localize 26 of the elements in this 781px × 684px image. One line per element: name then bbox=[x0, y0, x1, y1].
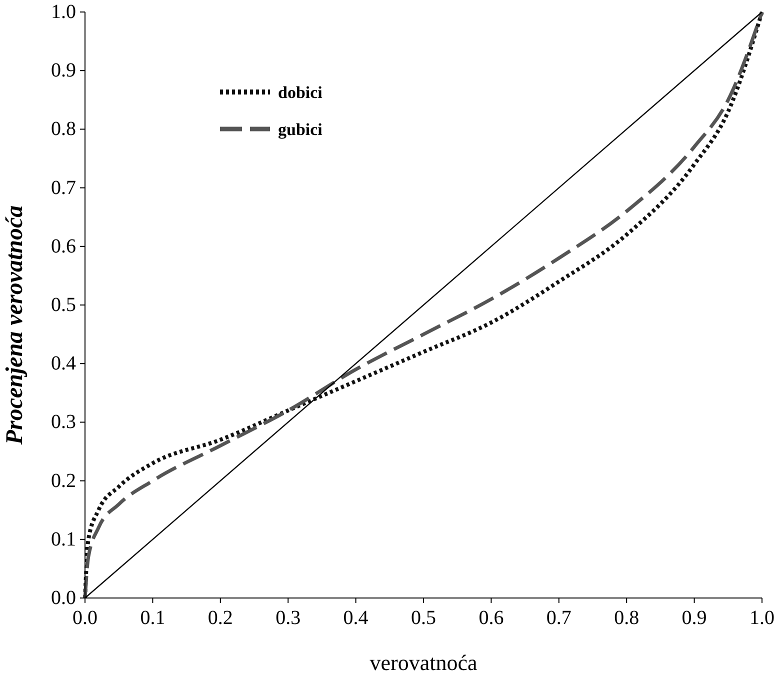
y-tick-label: 1.0 bbox=[51, 1, 76, 23]
y-tick-label: 0.1 bbox=[51, 528, 76, 550]
x-tick-label: 0.5 bbox=[411, 607, 436, 629]
x-tick-label: 0.4 bbox=[343, 607, 368, 629]
y-tick-label: 0.9 bbox=[51, 60, 76, 82]
x-axis-title: verovatnoća bbox=[370, 650, 478, 675]
x-tick-label: 1.0 bbox=[750, 607, 774, 629]
x-tick-label: 0.9 bbox=[682, 607, 707, 629]
y-tick-label: 0.3 bbox=[51, 411, 76, 434]
x-tick-label: 0.2 bbox=[208, 607, 233, 629]
y-tick-label: 0.5 bbox=[51, 294, 76, 316]
y-tick-label: 0.6 bbox=[51, 235, 76, 258]
x-tick-label: 0.6 bbox=[478, 607, 504, 629]
y-tick-label: 0.2 bbox=[51, 470, 76, 492]
x-tick-label: 0.3 bbox=[276, 607, 301, 629]
y-tick-label: 0.0 bbox=[51, 587, 76, 609]
x-tick-label: 0.0 bbox=[72, 607, 98, 629]
x-tick-label: 0.1 bbox=[140, 607, 166, 629]
y-tick-label: 0.4 bbox=[51, 352, 76, 375]
x-tick-label: 0.8 bbox=[614, 607, 640, 629]
y-tick-label: 0.8 bbox=[51, 118, 76, 140]
x-tick-label: 0.7 bbox=[546, 607, 572, 629]
legend-label: dobici bbox=[278, 83, 323, 102]
y-axis-title: Procenjena verovatnoća bbox=[2, 205, 28, 446]
y-tick-label: 0.7 bbox=[51, 176, 76, 199]
legend-label: gubici bbox=[278, 120, 323, 139]
